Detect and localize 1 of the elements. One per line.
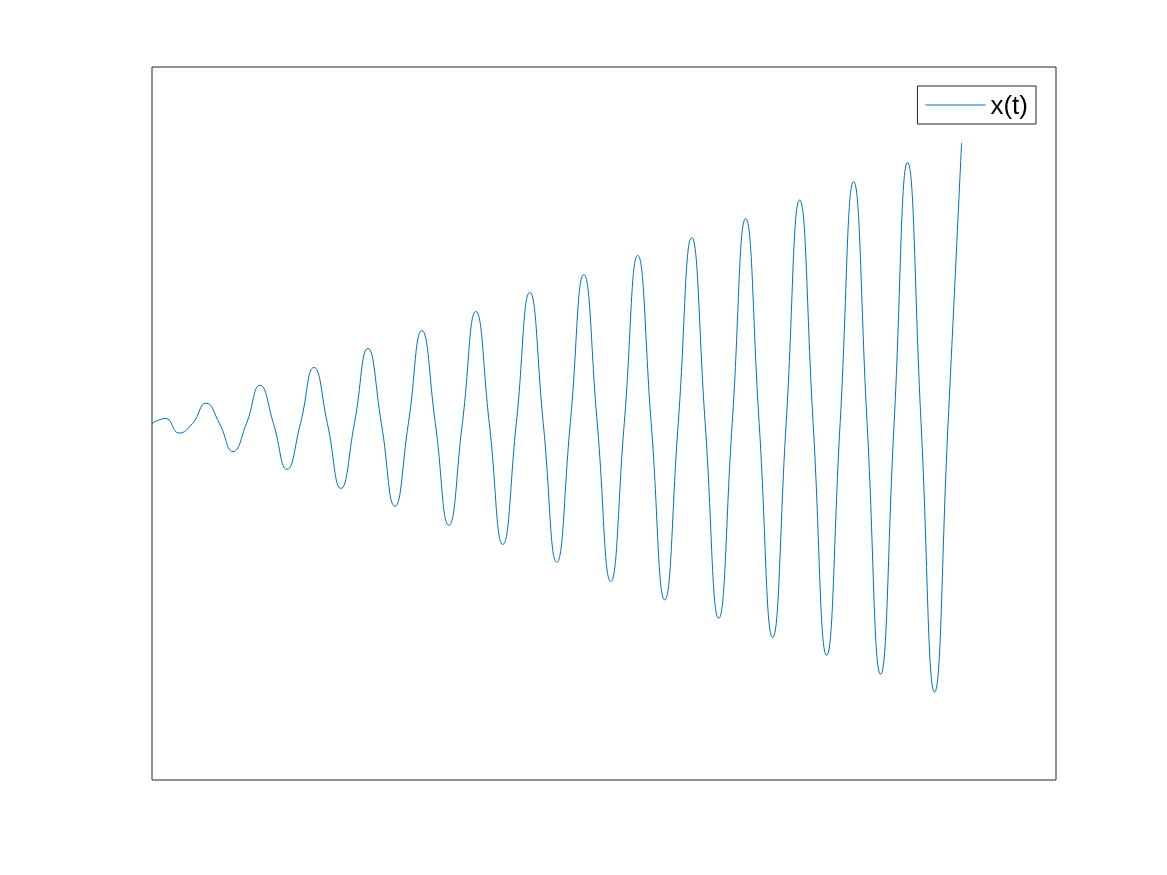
legend-label: x(t) (990, 90, 1029, 120)
